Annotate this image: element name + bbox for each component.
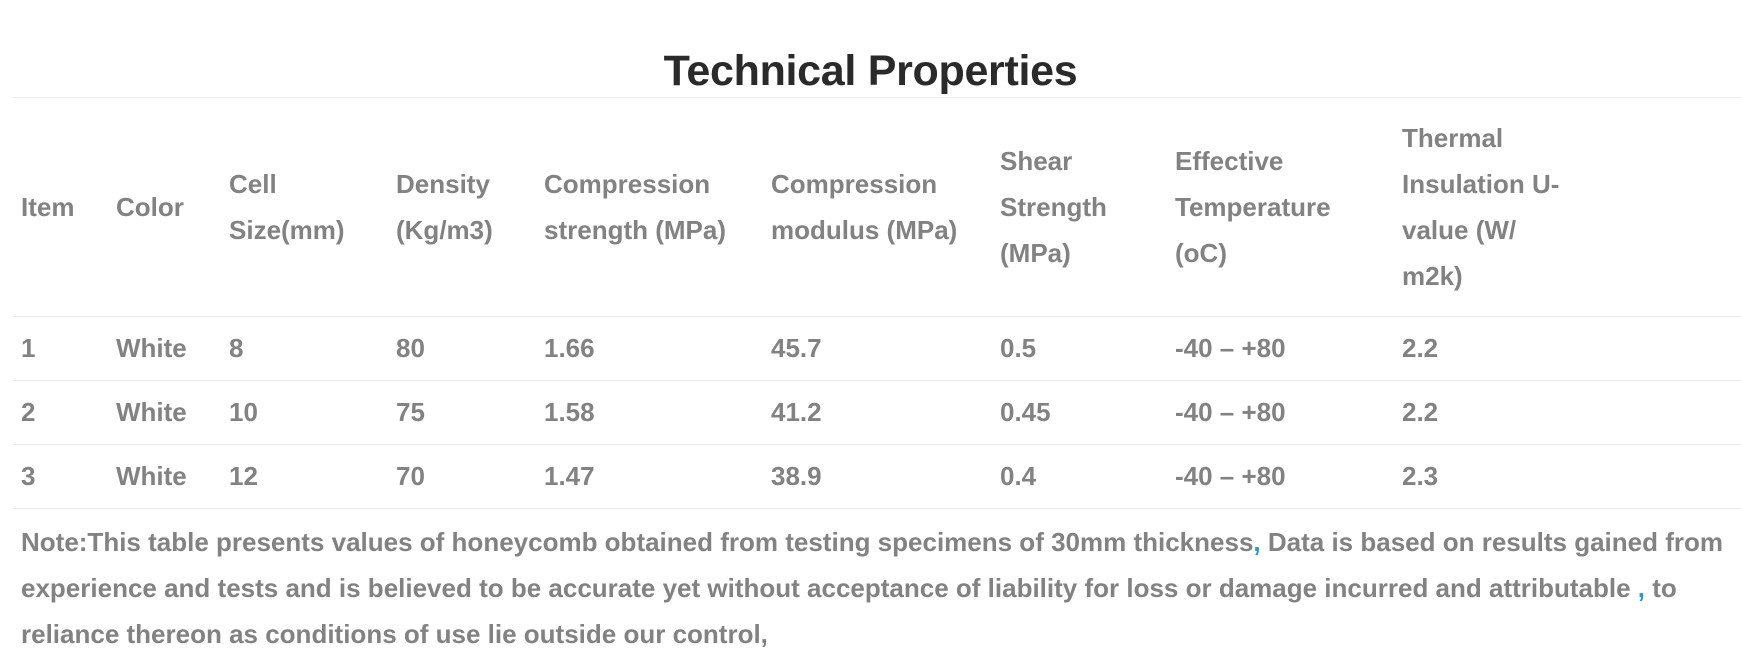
- column-header-thermal-insulation-text: Thermal Insulation U-value (W/ m2k): [1402, 123, 1560, 291]
- table-row: 1 White 8 80 1.66 45.7 0.5 -40 – +80 2.2: [13, 316, 1741, 381]
- table-cell: 1.58: [536, 380, 763, 445]
- table-cell: 1: [13, 316, 108, 381]
- column-header-compression-modulus: Compression modulus (MPa): [763, 97, 992, 317]
- table-cell: 2.2: [1394, 380, 1741, 445]
- table-cell: 2.2: [1394, 316, 1741, 381]
- table-cell: 75: [388, 380, 536, 445]
- technical-properties-table: Item Color Cell Size(mm) Density (Kg/m3)…: [13, 97, 1741, 509]
- note-accent-comma: ,: [1637, 573, 1646, 603]
- table-cell: 12: [221, 444, 388, 509]
- column-header-item: Item: [13, 97, 108, 317]
- note-accent-comma: ,: [1253, 527, 1261, 557]
- page-title: Technical Properties: [663, 46, 1078, 95]
- table-cell: 1.66: [536, 316, 763, 381]
- table-cell: White: [108, 380, 221, 445]
- table-cell: 41.2: [763, 380, 992, 445]
- table-header-row: Item Color Cell Size(mm) Density (Kg/m3)…: [13, 97, 1741, 317]
- column-header-cell-size-text: Cell Size(mm): [229, 169, 345, 245]
- table-cell: 10: [221, 380, 388, 445]
- column-header-compression-modulus-text: Compression modulus (MPa): [771, 169, 958, 245]
- column-header-effective-temperature-text: Effective Temperature (oC): [1175, 146, 1331, 268]
- column-header-thermal-insulation: Thermal Insulation U-value (W/ m2k): [1394, 97, 1741, 317]
- table-note: Note:This table presents values of honey…: [21, 519, 1733, 657]
- table-cell: 2: [13, 380, 108, 445]
- table-cell: 1.47: [536, 444, 763, 509]
- table-cell: 8: [221, 316, 388, 381]
- column-header-shear-strength: Shear Strength (MPa): [992, 97, 1167, 317]
- table-cell: 80: [388, 316, 536, 381]
- column-header-compression-strength-text: Compression strength (MPa): [544, 169, 726, 245]
- table-row: 2 White 10 75 1.58 41.2 0.45 -40 – +80 2…: [13, 380, 1741, 445]
- table-cell: White: [108, 316, 221, 381]
- column-header-density: Density (Kg/m3): [388, 97, 536, 317]
- note-text-part1: Note:This table presents values of honey…: [21, 527, 1254, 557]
- column-header-color: Color: [108, 97, 221, 317]
- column-header-cell-size: Cell Size(mm): [221, 97, 388, 317]
- column-header-shear-strength-text: Shear Strength (MPa): [1000, 146, 1107, 268]
- table-cell: White: [108, 444, 221, 509]
- table-cell: 0.4: [992, 444, 1167, 509]
- note-text-part3: to reliance thereon as conditions of use…: [21, 573, 1677, 649]
- table-cell: -40 – +80: [1167, 444, 1394, 509]
- table-row: 3 White 12 70 1.47 38.9 0.4 -40 – +80 2.…: [13, 444, 1741, 509]
- table-cell: -40 – +80: [1167, 316, 1394, 381]
- table-cell: 3: [13, 444, 108, 509]
- table-cell: 45.7: [763, 316, 992, 381]
- table-cell: 70: [388, 444, 536, 509]
- table-cell: 0.45: [992, 380, 1167, 445]
- note-text-part2: Data is based on results gained from exp…: [21, 527, 1723, 603]
- column-header-density-text: Density (Kg/m3): [396, 169, 493, 245]
- column-header-compression-strength: Compression strength (MPa): [536, 97, 763, 317]
- column-header-effective-temperature: Effective Temperature (oC): [1167, 97, 1394, 317]
- table-cell: 0.5: [992, 316, 1167, 381]
- table-cell: -40 – +80: [1167, 380, 1394, 445]
- table-cell: 38.9: [763, 444, 992, 509]
- table-cell: 2.3: [1394, 444, 1741, 509]
